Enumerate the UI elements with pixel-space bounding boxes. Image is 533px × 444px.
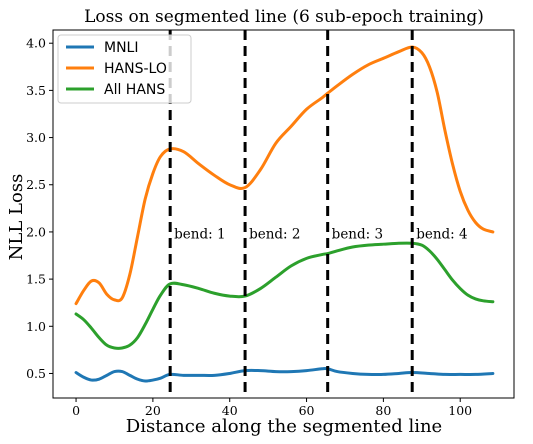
y-tick-label-0: 0.5 (26, 366, 46, 381)
x-tick-label-5: 100 (448, 403, 472, 418)
axis-ticks: 0 20 40 60 80 100 0.5 1.0 1.5 2.0 2.5 3.0 3.5 4.0 (26, 36, 472, 418)
legend-label-hans-lo: HANS-LO (104, 61, 167, 77)
y-tick-label-2: 1.5 (26, 272, 46, 287)
bend-label-3: bend: 3 (332, 227, 383, 243)
legend-label-mnli: MNLI (104, 40, 138, 56)
x-tick-label-1: 20 (145, 403, 161, 418)
x-tick-label-2: 40 (222, 403, 238, 418)
y-tick-label-3: 2.0 (26, 224, 46, 239)
plot-frame (52, 29, 515, 399)
legend: MNLI HANS-LO All HANS (57, 34, 192, 104)
y-tick-label-6: 3.5 (26, 83, 46, 98)
chart-title: Loss on segmented line (6 sub-epoch trai… (84, 7, 484, 27)
series-line-all-hans (74, 241, 495, 350)
bend-lines (168, 30, 414, 398)
legend-box (57, 34, 192, 104)
x-axis-label: Distance along the segmented line (126, 416, 442, 437)
series-line-mnli (74, 366, 495, 383)
y-tick-label-1: 1.0 (26, 319, 46, 334)
legend-label-all-hans: All HANS (104, 82, 165, 98)
x-tick-label-4: 80 (375, 403, 391, 418)
y-tick-label-7: 4.0 (26, 36, 46, 51)
y-axis-label: NLL Loss (6, 174, 27, 261)
x-tick-label-3: 60 (299, 403, 315, 418)
bend-label-1: bend: 1 (174, 227, 225, 243)
bend-labels: bend: 1 bend: 2 bend: 3 bend: 4 (174, 227, 467, 243)
series-line-hans-lo (74, 45, 495, 306)
x-tick-label-0: 0 (72, 403, 80, 418)
y-tick-label-5: 3.0 (26, 130, 46, 145)
y-tick-label-4: 2.5 (26, 177, 46, 192)
bend-label-2: bend: 2 (249, 227, 300, 243)
bend-label-4: bend: 4 (416, 227, 467, 243)
